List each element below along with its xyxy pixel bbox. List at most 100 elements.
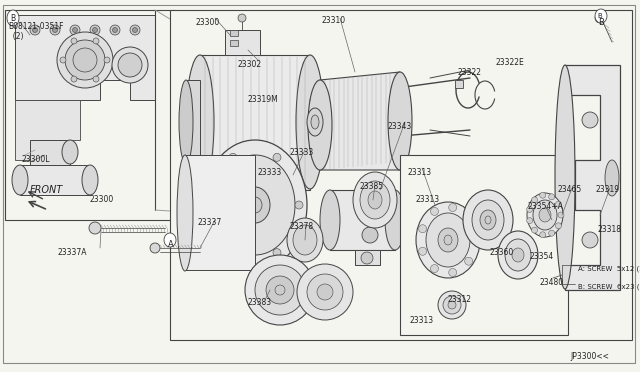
Ellipse shape — [419, 225, 427, 233]
Text: 23354: 23354 — [530, 252, 554, 261]
Ellipse shape — [287, 218, 323, 262]
Ellipse shape — [130, 25, 140, 35]
Ellipse shape — [548, 230, 555, 236]
Ellipse shape — [82, 165, 98, 195]
Ellipse shape — [179, 80, 193, 164]
Ellipse shape — [353, 172, 397, 228]
Ellipse shape — [498, 231, 538, 279]
Bar — [400, 155, 568, 335]
Ellipse shape — [72, 28, 77, 32]
Ellipse shape — [73, 48, 97, 72]
Text: 23302: 23302 — [238, 60, 262, 69]
Ellipse shape — [52, 28, 58, 32]
Ellipse shape — [556, 223, 561, 229]
Ellipse shape — [362, 197, 378, 213]
Text: 23300L: 23300L — [22, 155, 51, 164]
Ellipse shape — [207, 201, 215, 209]
Ellipse shape — [556, 201, 561, 207]
Ellipse shape — [93, 76, 99, 82]
Ellipse shape — [419, 247, 427, 255]
Ellipse shape — [7, 10, 19, 26]
Text: 23312: 23312 — [448, 295, 472, 304]
Text: B: B — [598, 18, 604, 27]
Ellipse shape — [93, 28, 97, 32]
Ellipse shape — [361, 252, 373, 264]
Ellipse shape — [558, 212, 564, 218]
Ellipse shape — [273, 153, 281, 161]
Ellipse shape — [527, 206, 532, 212]
Text: 23378: 23378 — [290, 222, 314, 231]
Ellipse shape — [444, 235, 452, 245]
Ellipse shape — [65, 40, 105, 80]
Text: 23343: 23343 — [388, 122, 412, 131]
Ellipse shape — [273, 248, 281, 257]
Ellipse shape — [12, 165, 28, 195]
Ellipse shape — [368, 191, 382, 209]
Ellipse shape — [438, 228, 458, 252]
Text: A: SCREW  5x12 (2): A: SCREW 5x12 (2) — [578, 265, 640, 272]
Polygon shape — [186, 80, 200, 164]
Ellipse shape — [215, 155, 295, 255]
Ellipse shape — [308, 80, 332, 170]
Ellipse shape — [71, 38, 77, 44]
Text: FRONT: FRONT — [30, 185, 63, 195]
Text: B08121-0351F
  (2): B08121-0351F (2) — [8, 22, 63, 41]
Ellipse shape — [238, 14, 246, 22]
Ellipse shape — [438, 291, 466, 319]
Ellipse shape — [177, 155, 193, 271]
Text: 23313: 23313 — [415, 195, 439, 204]
Ellipse shape — [150, 243, 160, 253]
Ellipse shape — [89, 222, 101, 234]
Ellipse shape — [70, 25, 80, 35]
Ellipse shape — [527, 193, 563, 237]
Text: 23360: 23360 — [490, 248, 515, 257]
Ellipse shape — [555, 65, 575, 289]
Text: 23318: 23318 — [598, 225, 622, 234]
Ellipse shape — [90, 25, 100, 35]
Ellipse shape — [431, 208, 438, 215]
Ellipse shape — [595, 9, 607, 23]
Ellipse shape — [297, 264, 353, 320]
Ellipse shape — [186, 55, 214, 189]
Polygon shape — [225, 30, 260, 55]
Ellipse shape — [132, 28, 138, 32]
Ellipse shape — [275, 285, 285, 295]
Ellipse shape — [463, 190, 513, 250]
Text: JP3300<<: JP3300<< — [570, 352, 609, 361]
Ellipse shape — [532, 197, 538, 203]
Ellipse shape — [112, 47, 148, 83]
Bar — [5, 10, 175, 220]
Ellipse shape — [385, 190, 405, 250]
Ellipse shape — [229, 248, 237, 257]
Ellipse shape — [311, 115, 319, 129]
Bar — [455, 80, 463, 88]
Polygon shape — [330, 190, 395, 250]
Text: 23322: 23322 — [458, 68, 482, 77]
Ellipse shape — [539, 208, 551, 222]
Text: 23313: 23313 — [410, 316, 434, 325]
Ellipse shape — [248, 197, 262, 213]
Ellipse shape — [104, 57, 110, 63]
Ellipse shape — [255, 265, 305, 315]
Ellipse shape — [317, 284, 333, 300]
Text: 23319: 23319 — [596, 185, 620, 194]
Ellipse shape — [360, 181, 390, 219]
Ellipse shape — [426, 213, 470, 267]
Polygon shape — [15, 100, 80, 160]
Polygon shape — [320, 72, 400, 170]
Ellipse shape — [118, 53, 142, 77]
Text: 23322E: 23322E — [495, 58, 524, 67]
Ellipse shape — [540, 232, 546, 238]
Ellipse shape — [512, 248, 524, 262]
Ellipse shape — [388, 72, 412, 170]
Ellipse shape — [245, 255, 315, 325]
Ellipse shape — [110, 25, 120, 35]
Ellipse shape — [60, 57, 66, 63]
Ellipse shape — [540, 192, 546, 198]
Ellipse shape — [320, 190, 340, 250]
Text: B: SCREW  6x23 (2): B: SCREW 6x23 (2) — [578, 284, 640, 291]
Ellipse shape — [62, 140, 78, 164]
Ellipse shape — [465, 215, 473, 223]
Ellipse shape — [57, 32, 113, 88]
Ellipse shape — [307, 108, 323, 136]
